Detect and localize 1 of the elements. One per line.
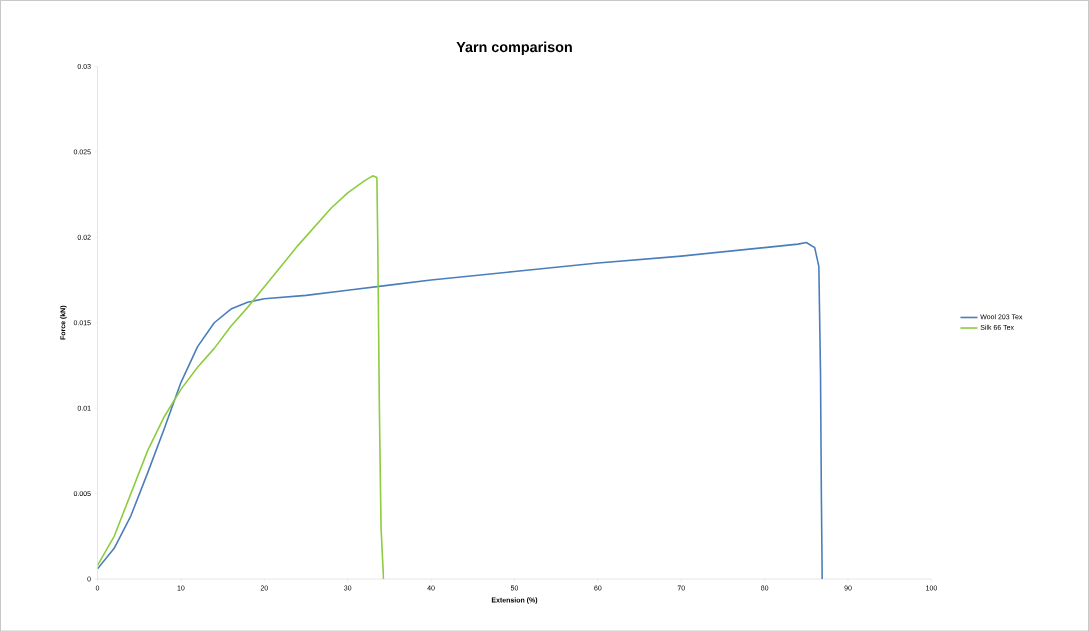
chart-title: Yarn comparison: [456, 41, 572, 55]
